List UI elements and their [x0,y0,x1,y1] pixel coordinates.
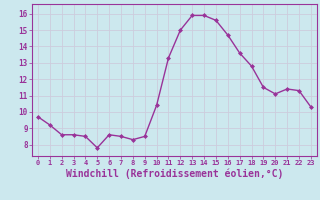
X-axis label: Windchill (Refroidissement éolien,°C): Windchill (Refroidissement éolien,°C) [66,169,283,179]
